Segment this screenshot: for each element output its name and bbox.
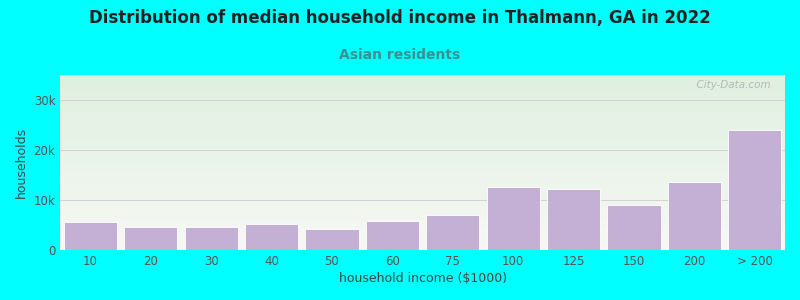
Bar bbox=[728, 130, 782, 250]
Text: City-Data.com: City-Data.com bbox=[690, 80, 770, 90]
Bar bbox=[547, 189, 600, 250]
Bar bbox=[64, 223, 117, 250]
Bar bbox=[607, 205, 661, 250]
Bar bbox=[486, 188, 540, 250]
Y-axis label: households: households bbox=[15, 127, 28, 198]
Bar bbox=[245, 224, 298, 250]
Bar bbox=[306, 229, 358, 250]
Text: Asian residents: Asian residents bbox=[339, 48, 461, 62]
Text: Distribution of median household income in Thalmann, GA in 2022: Distribution of median household income … bbox=[89, 9, 711, 27]
Bar bbox=[124, 227, 178, 250]
Bar bbox=[366, 221, 419, 250]
Bar bbox=[185, 227, 238, 250]
X-axis label: household income ($1000): household income ($1000) bbox=[338, 272, 506, 285]
Bar bbox=[668, 182, 721, 250]
Bar bbox=[426, 215, 479, 250]
